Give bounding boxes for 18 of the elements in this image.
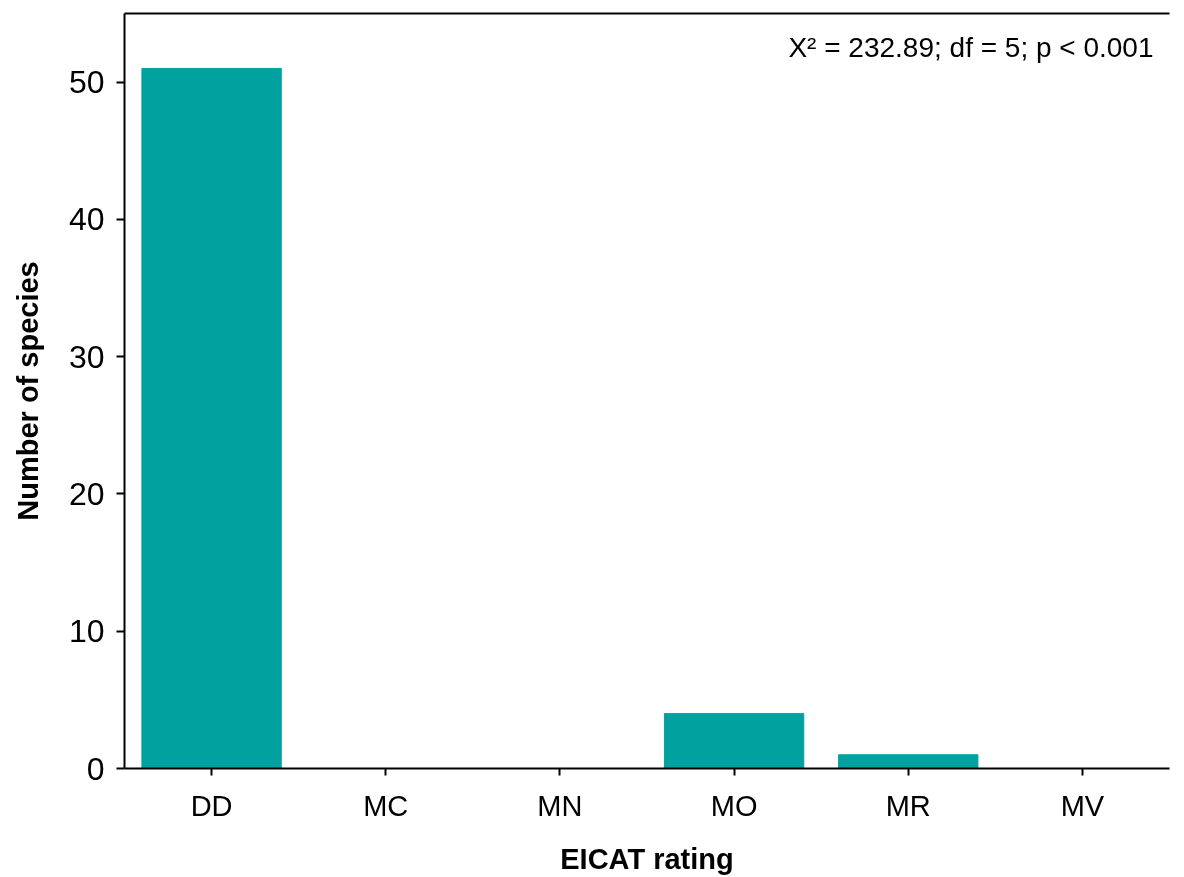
annotation: X² = 232.89; df = 5; p < 0.001	[788, 31, 1154, 63]
x-tick-label: MV	[1060, 789, 1105, 822]
bar	[663, 713, 805, 769]
y-tick-label: 50	[68, 64, 105, 101]
x-tick-label: MC	[363, 789, 409, 822]
bar	[838, 754, 979, 769]
x-tick-label: MO	[710, 789, 758, 822]
x-tick-label: MN	[537, 789, 583, 822]
x-tick-label: MR	[885, 789, 931, 822]
y-tick-label: 40	[68, 201, 105, 238]
bar	[141, 67, 282, 769]
y-axis-title: Number of species	[11, 261, 44, 521]
y-tick-label: 30	[68, 338, 105, 375]
x-tick-label: DD	[190, 789, 233, 822]
y-tick-label: 0	[86, 750, 105, 787]
x-axis-title: EICAT rating	[560, 842, 734, 875]
y-tick-label: 10	[68, 613, 105, 650]
y-tick-label: 20	[68, 475, 105, 512]
